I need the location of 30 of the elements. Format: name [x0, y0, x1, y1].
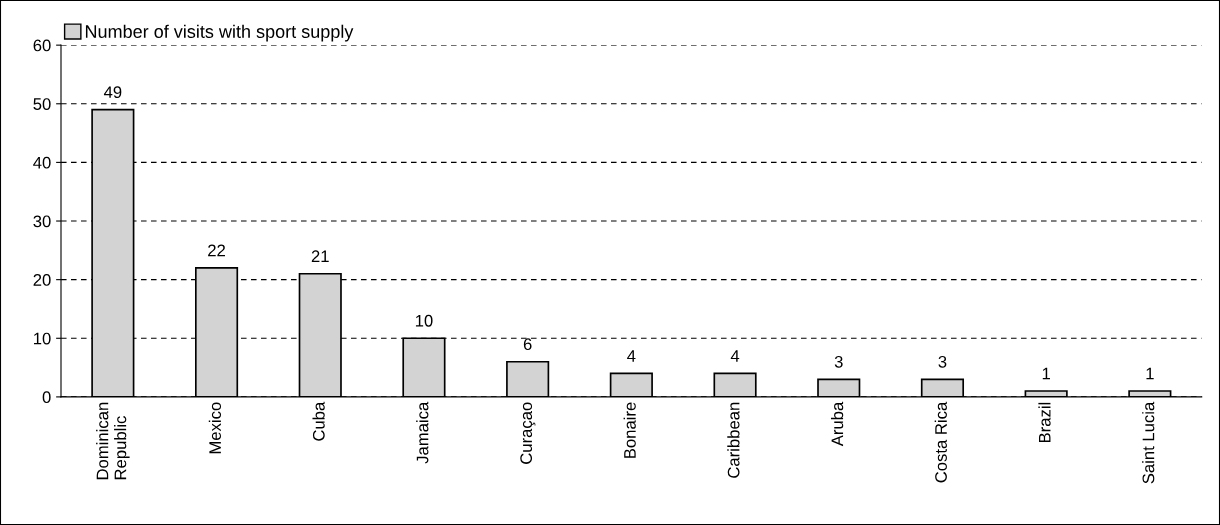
x-tick-label: Aruba [830, 401, 844, 447]
y-tick-label: 40 [33, 156, 51, 169]
x-tick-label: Dominican Republic [96, 402, 130, 480]
x-tick-label: Brazil [1038, 402, 1051, 443]
x-tick-label: Curaçao [520, 402, 536, 464]
legend-label: Number of visits with sport supply [85, 24, 354, 42]
data-label: 6 [523, 338, 532, 351]
y-tick-label: 50 [33, 98, 51, 110]
y-tick-label: 30 [33, 215, 51, 228]
data-label: 49 [103, 86, 122, 99]
data-label: 22 [208, 244, 225, 257]
data-label: 21 [311, 250, 329, 262]
data-label: 3 [834, 355, 843, 368]
x-tick-label: Jamaica [416, 401, 429, 464]
y-tick-label: 0 [42, 391, 51, 404]
data-label: 1 [1042, 367, 1050, 380]
x-tick-label: Saint Lucia [1142, 401, 1155, 484]
data-label: 4 [730, 350, 740, 362]
y-tick-label: 10 [34, 332, 51, 345]
x-tick-label: Mexico [208, 402, 222, 454]
data-label: 3 [938, 355, 947, 368]
x-tick-label: Cuba [312, 401, 325, 441]
y-tick-label: 20 [33, 274, 51, 286]
data-label: 10 [415, 314, 433, 327]
data-label: 4 [627, 350, 636, 362]
x-tick-label: Costa Rica [934, 401, 947, 483]
data-label: 1 [1146, 367, 1154, 380]
y-tick-label: 60 [33, 39, 51, 52]
x-tick-label: Caribbean [727, 402, 740, 478]
x-tick-label: Bonaire [623, 402, 636, 458]
